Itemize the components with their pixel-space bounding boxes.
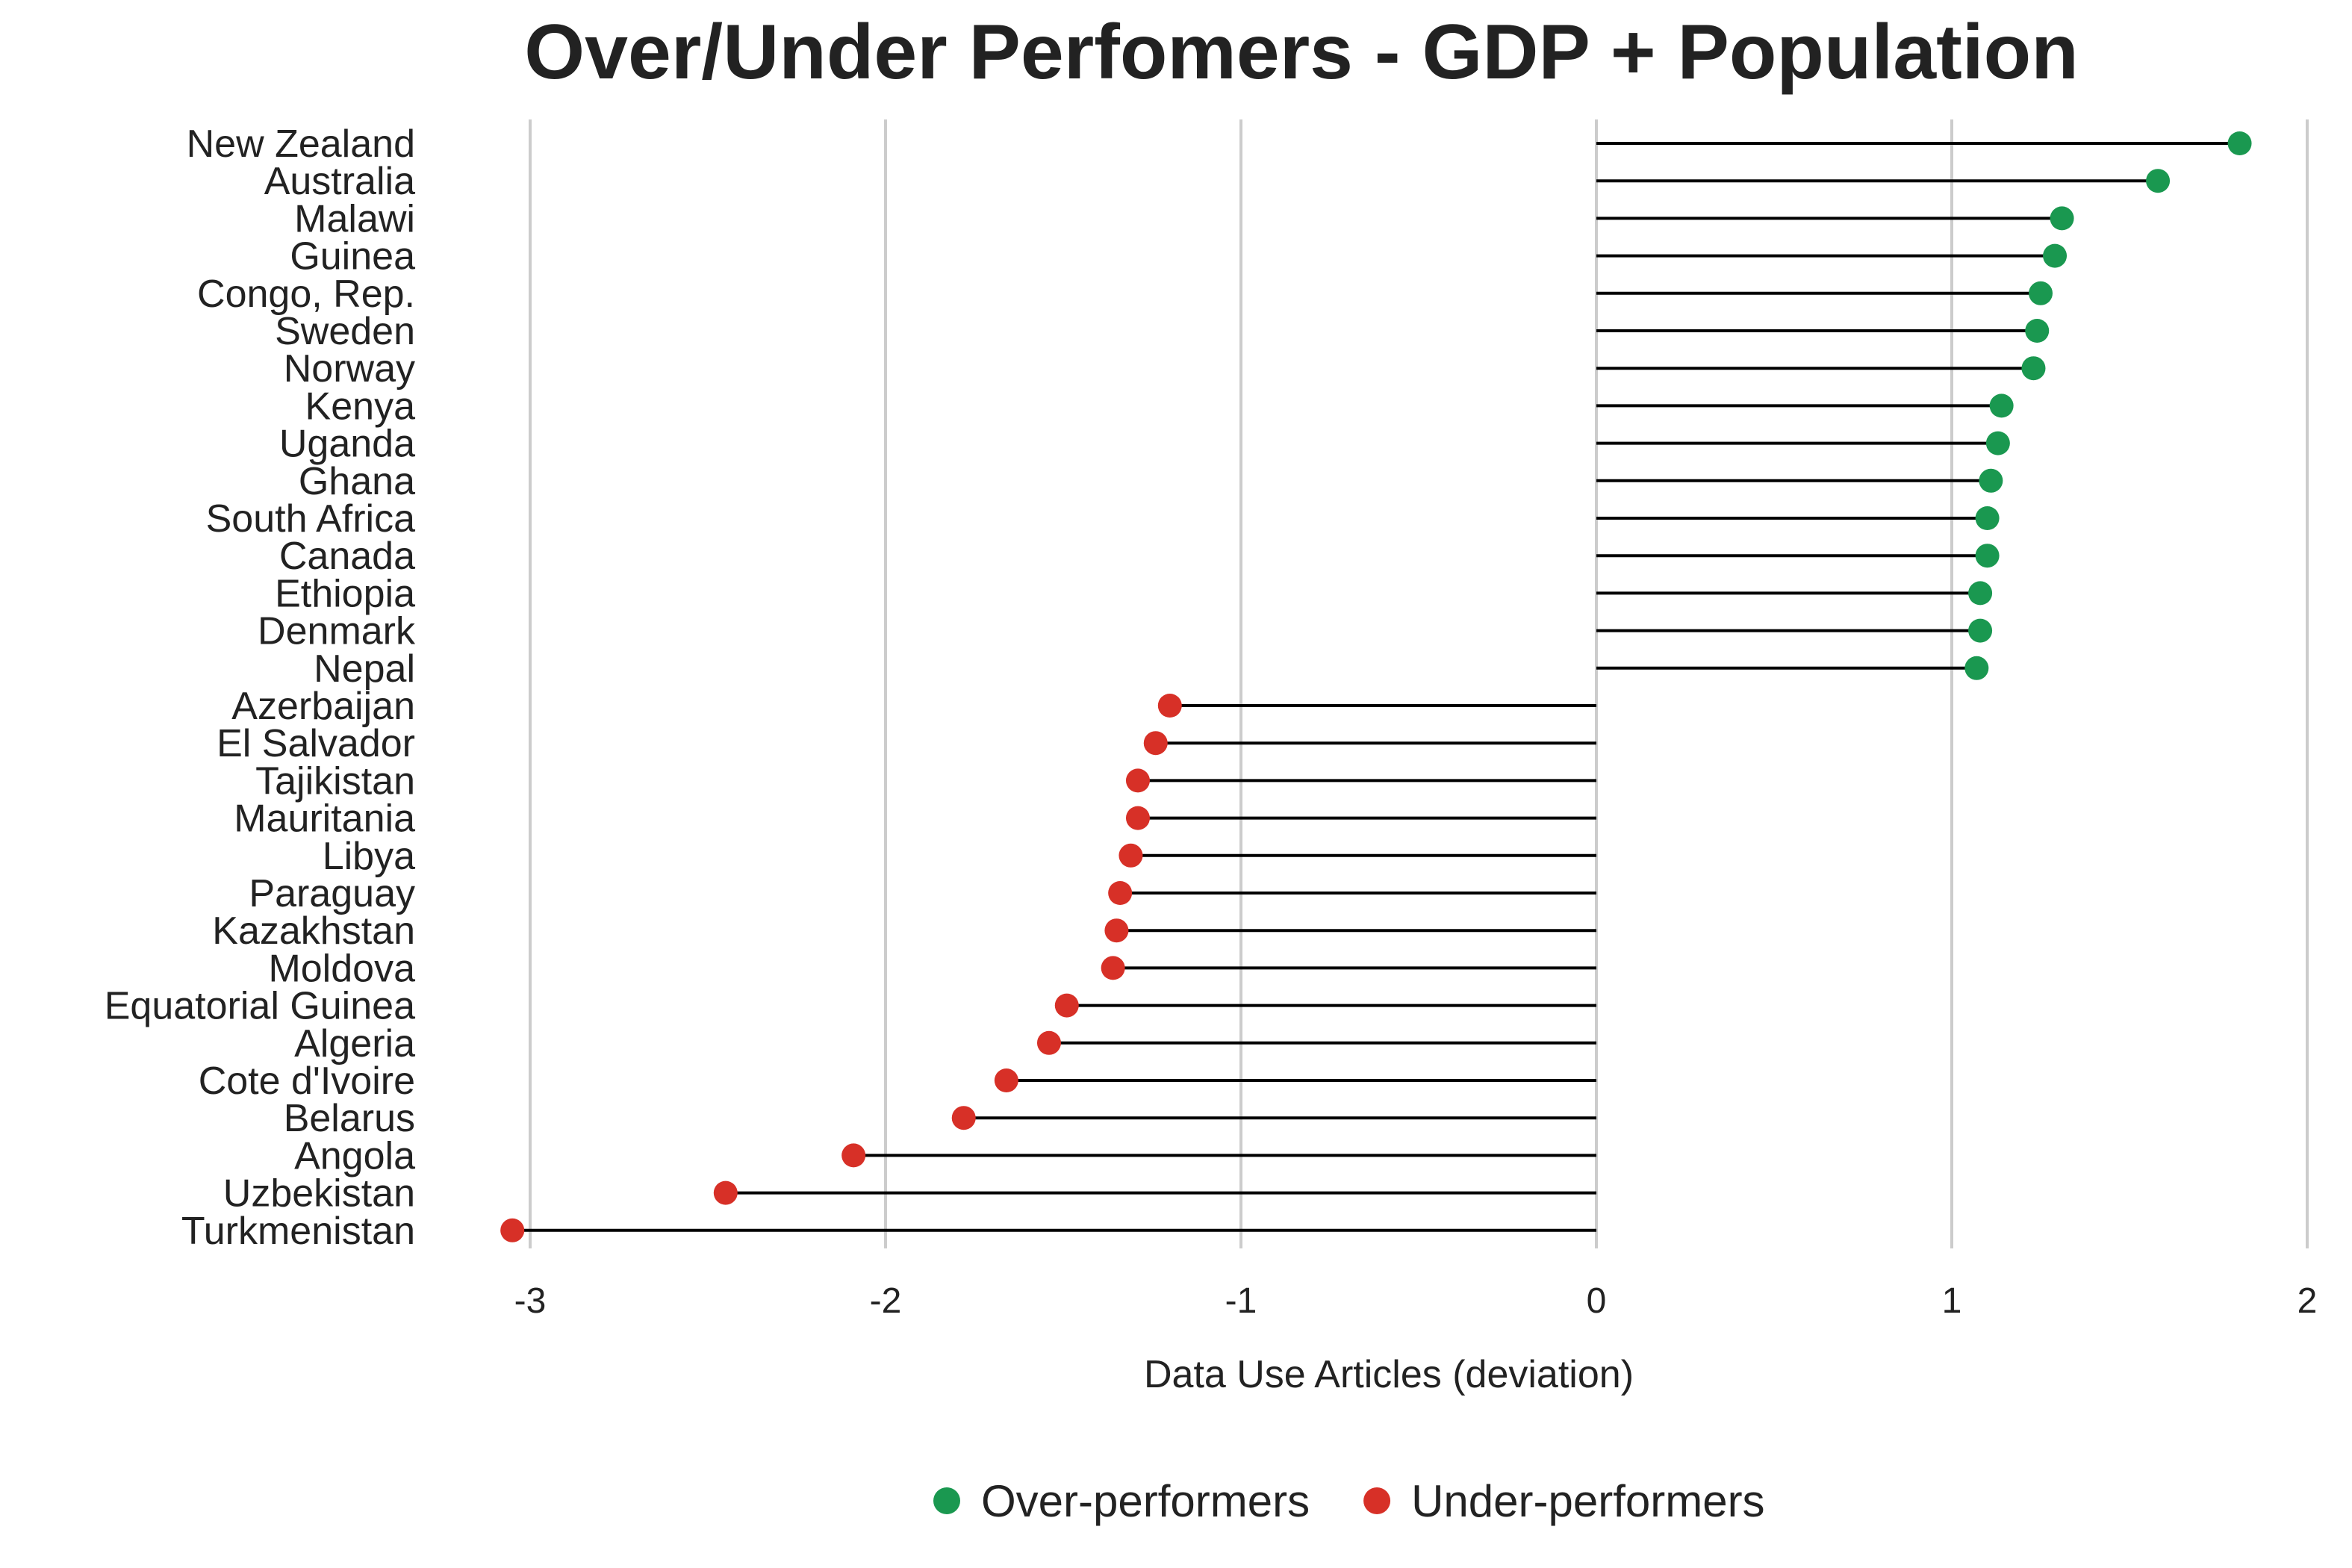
data-point [1143, 731, 1168, 756]
legend-marker-over [933, 1487, 960, 1514]
data-point [1157, 694, 1182, 718]
data-point [1125, 768, 1150, 793]
data-point [1968, 618, 1993, 643]
data-point [1989, 393, 2014, 418]
category-label: Sweden [275, 310, 415, 353]
x-tick-label: 0 [1587, 1281, 1607, 1321]
category-label: Malawi [294, 197, 415, 240]
chart-title: Over/Under Perfomers - GDP + Population [524, 9, 2078, 96]
data-point [2021, 356, 2046, 381]
category-label: Nepal [314, 647, 415, 691]
data-point [1108, 881, 1133, 905]
x-tick-label: -3 [514, 1281, 547, 1321]
category-label: Algeria [294, 1022, 415, 1065]
x-tick-label: 2 [2297, 1281, 2318, 1321]
lollipop-stems [512, 142, 2240, 1232]
category-label: Canada [279, 535, 415, 578]
x-tick-labels: -3 -2 -1 0 1 2 [514, 1281, 2318, 1321]
legend: Over-performers Under-performers [933, 1476, 1765, 1526]
data-point [1101, 956, 1125, 980]
x-tick-label: -1 [1225, 1281, 1257, 1321]
category-label: El Salvador [217, 722, 415, 765]
legend-marker-under [1363, 1487, 1391, 1514]
category-label: Turkmenistan [181, 1210, 415, 1253]
category-label: Tajikistan [255, 759, 415, 803]
category-label: Denmark [258, 610, 416, 653]
data-point [2146, 169, 2171, 193]
data-point [1964, 656, 1989, 680]
category-label: Angola [294, 1134, 415, 1177]
category-label: Ethiopia [275, 572, 415, 615]
category-label: Congo, Rep. [197, 273, 415, 316]
data-point [2227, 131, 2252, 155]
data-point [1125, 806, 1150, 830]
category-label: New Zealand [187, 122, 415, 166]
data-point [951, 1106, 976, 1130]
lollipop-dots [500, 131, 2252, 1242]
category-label: Cote d'Ivoire [199, 1060, 415, 1103]
gridlines [529, 119, 2309, 1248]
category-label: Paraguay [249, 872, 415, 915]
category-label: Norway [284, 347, 415, 391]
category-label: Belarus [284, 1097, 415, 1140]
data-point [841, 1143, 866, 1168]
data-point [2043, 243, 2068, 268]
category-label: Kenya [305, 385, 416, 428]
data-point [1119, 843, 1143, 868]
data-point [994, 1068, 1018, 1092]
category-label: Moldova [268, 947, 415, 990]
data-point [1979, 468, 2003, 493]
data-point [1036, 1030, 1061, 1055]
x-tick-label: -2 [870, 1281, 902, 1321]
category-label: South Africa [206, 497, 415, 541]
legend-label-over: Over-performers [981, 1476, 1310, 1526]
data-point [2025, 319, 2050, 343]
category-label: Ghana [299, 460, 415, 503]
legend-label-under: Under-performers [1411, 1476, 1764, 1526]
data-point [1975, 544, 2000, 568]
category-label: Libya [323, 835, 415, 878]
data-point [500, 1218, 525, 1242]
data-point [1985, 431, 2010, 455]
data-point [1968, 581, 1993, 606]
category-label: Equatorial Guinea [105, 985, 415, 1028]
category-label: Azerbaijan [231, 685, 415, 728]
data-point [2050, 206, 2074, 231]
x-axis-title: Data Use Articles (deviation) [1144, 1353, 1634, 1396]
category-label: Mauritania [234, 797, 415, 841]
x-tick-label: 1 [1942, 1281, 1962, 1321]
data-point [1975, 506, 2000, 530]
data-point [713, 1180, 738, 1205]
category-label: Australia [264, 160, 415, 203]
data-point [1054, 993, 1079, 1018]
category-label: Uzbekistan [223, 1172, 415, 1216]
category-label: Uganda [279, 423, 415, 466]
data-point [1104, 918, 1129, 943]
data-point [2029, 281, 2053, 305]
category-label: Kazakhstan [212, 909, 415, 953]
category-label: Guinea [290, 235, 415, 279]
